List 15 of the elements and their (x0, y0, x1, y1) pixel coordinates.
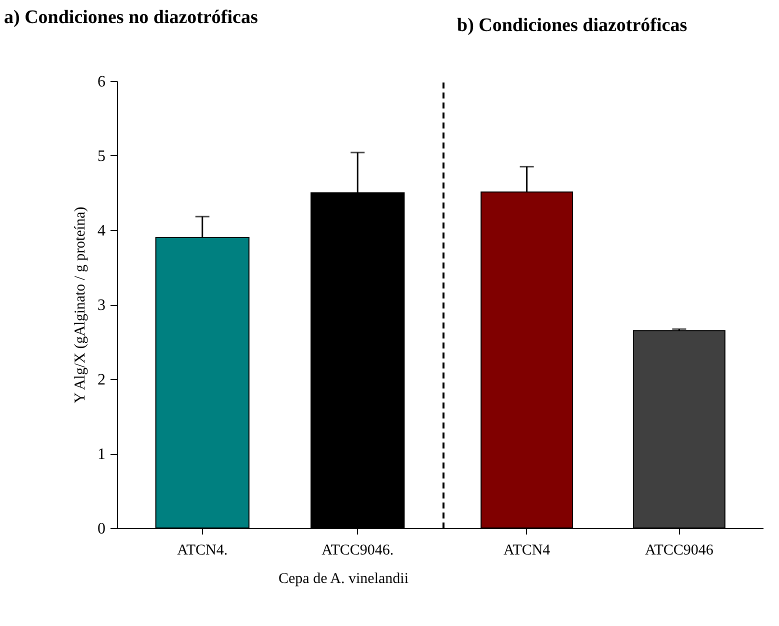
x-tick-label: ATCN4 (503, 542, 551, 558)
y-tick-label: 2 (98, 372, 106, 388)
chart-title: a) Condiciones no diazotróficas (4, 7, 258, 28)
y-tick-label: 4 (98, 222, 106, 240)
y-axis-title: Y Alg/X (gAlginato / g proteína) (72, 206, 88, 404)
chart-title: b) Condiciones diazotróficas (457, 15, 688, 36)
y-tick-label: 1 (98, 446, 106, 463)
x-tick-label: ATCC9046. (322, 542, 394, 558)
y-tick-label: 6 (98, 74, 106, 90)
y-tick-label: 3 (98, 297, 106, 314)
y-tick-label: 5 (98, 148, 106, 165)
x-tick-label: ATCN4. (177, 542, 228, 558)
y-tick-label: 0 (98, 520, 106, 538)
x-tick-label: ATCC9046 (645, 542, 714, 558)
x-axis-title: Cepa de A. vinelandii (278, 571, 408, 587)
